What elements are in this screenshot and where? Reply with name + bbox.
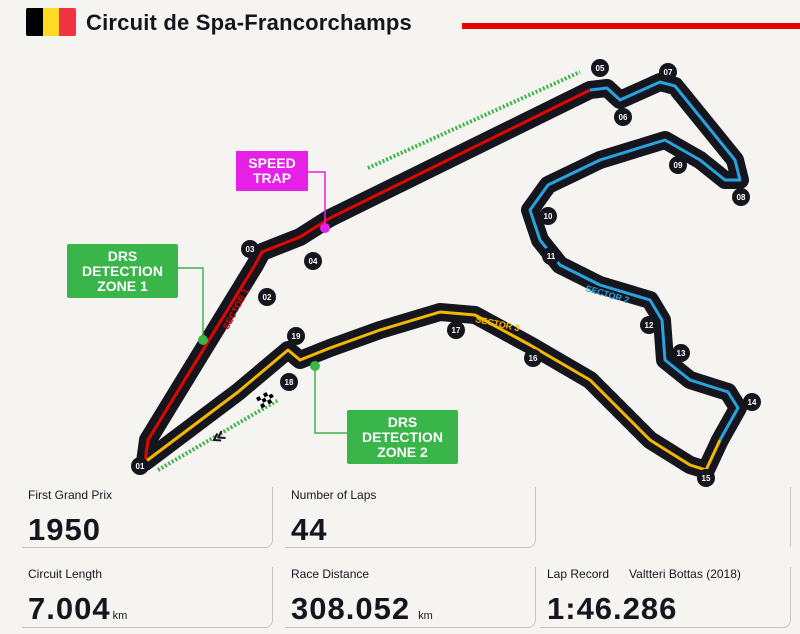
turn-marker-04: 04 bbox=[304, 252, 322, 270]
stat-frame-length bbox=[22, 567, 273, 628]
turn-number: 14 bbox=[748, 398, 757, 407]
speed-trap-point bbox=[320, 223, 330, 233]
turn-marker-14: 14 bbox=[743, 393, 761, 411]
turn-marker-10: 10 bbox=[539, 207, 557, 225]
drs-zone-1-callout: DRS DETECTION ZONE 1 bbox=[67, 244, 178, 298]
callout-leaders bbox=[178, 267, 347, 434]
stat-value: 44 bbox=[291, 512, 328, 547]
sector-3-line bbox=[144, 310, 722, 472]
turn-marker-05: 05 bbox=[591, 59, 609, 77]
turn-number: 17 bbox=[452, 326, 461, 335]
lap-record-holder: Valtteri Bottas (2018) bbox=[629, 567, 741, 581]
drs-detection-point-2 bbox=[310, 361, 320, 371]
turn-number: 13 bbox=[677, 349, 686, 358]
turn-number: 03 bbox=[246, 245, 255, 254]
stat-frame-laps bbox=[285, 487, 536, 548]
stat-unit: km bbox=[112, 610, 128, 622]
turn-number: 16 bbox=[529, 354, 538, 363]
stat-race-distance: Race Distance 308.052 km bbox=[291, 567, 433, 627]
stat-label: Race Distance bbox=[291, 567, 370, 581]
turn-number: 10 bbox=[544, 212, 553, 221]
turn-marker-08: 08 bbox=[732, 188, 750, 206]
turn-marker-13: 13 bbox=[672, 344, 690, 362]
stat-circuit-length: Circuit Length 7.004 km bbox=[28, 567, 127, 627]
stat-label: Circuit Length bbox=[28, 567, 103, 581]
drs-zone-main-straight bbox=[156, 398, 280, 472]
drs-zone-kemmel bbox=[367, 70, 581, 170]
speed-trap-leader bbox=[308, 171, 326, 226]
turn-number: 02 bbox=[263, 293, 272, 302]
turn-marker-09: 09 bbox=[669, 156, 687, 174]
turn-marker-15: 15 bbox=[697, 469, 715, 487]
turn-number: 07 bbox=[664, 68, 673, 77]
stat-first-grand-prix: First Grand Prix 1950 bbox=[28, 488, 112, 548]
turn-marker-01: 01 bbox=[131, 457, 149, 475]
drs-zone-1-text: DRS DETECTION ZONE 1 bbox=[82, 247, 163, 294]
flag-red-stripe bbox=[59, 8, 76, 36]
turn-marker-12: 12 bbox=[640, 316, 658, 334]
turn-marker-03: 03 bbox=[241, 240, 259, 258]
turn-number: 12 bbox=[645, 321, 654, 330]
stat-label: First Grand Prix bbox=[28, 488, 113, 502]
turn-number: 06 bbox=[619, 113, 628, 122]
stat-frame-lap-record bbox=[540, 567, 791, 628]
page-title: Circuit de Spa-Francorchamps bbox=[86, 10, 412, 35]
turn-number: 01 bbox=[136, 462, 145, 471]
turn-number: 18 bbox=[285, 378, 294, 387]
drs-zone-2-text: DRS DETECTION ZONE 2 bbox=[362, 413, 443, 460]
stat-frame-first-gp bbox=[22, 487, 273, 548]
turn-marker-06: 06 bbox=[614, 108, 632, 126]
turn-marker-17: 17 bbox=[447, 321, 465, 339]
drs-detection-point-1 bbox=[198, 335, 208, 345]
turn-marker-16: 16 bbox=[524, 349, 542, 367]
speed-trap-callout: SPEED TRAP bbox=[236, 151, 308, 191]
flag-black-stripe bbox=[26, 8, 43, 36]
circuit-map: SECTOR 1 SECTOR 2 SECTOR 3 0102030405060… bbox=[131, 59, 761, 487]
turn-marker-19: 19 bbox=[287, 327, 305, 345]
flag-yellow-stripe bbox=[42, 8, 60, 36]
turn-number: 05 bbox=[596, 64, 605, 73]
stat-value: 7.004 bbox=[28, 591, 111, 626]
turn-markers: 01 02 03 04 05 06 07 08 09 10 11 12 13 14 15 16 17 18 19 bbox=[131, 59, 761, 487]
turn-number: 15 bbox=[702, 474, 711, 483]
stat-frame-empty bbox=[540, 487, 791, 547]
turn-marker-02: 02 bbox=[258, 288, 276, 306]
sector-1-line bbox=[143, 88, 591, 463]
stat-value: 1:46.286 bbox=[547, 591, 678, 626]
turn-number: 19 bbox=[292, 332, 301, 341]
stat-value: 308.052 bbox=[291, 591, 411, 626]
stat-frame-distance bbox=[285, 567, 536, 628]
stat-unit: km bbox=[418, 610, 433, 622]
stat-label: Lap Record bbox=[547, 567, 610, 581]
stat-label: Number of Laps bbox=[291, 488, 377, 502]
belgium-flag bbox=[26, 8, 76, 36]
turn-marker-07: 07 bbox=[659, 63, 677, 81]
direction-chevron-icon bbox=[212, 430, 226, 442]
sector-2-line bbox=[528, 80, 742, 441]
turn-marker-11: 11 bbox=[542, 247, 560, 265]
checkered-flag-icon bbox=[256, 390, 276, 409]
turn-marker-18: 18 bbox=[280, 373, 298, 391]
turn-number: 04 bbox=[309, 257, 318, 266]
turn-number: 11 bbox=[547, 252, 556, 261]
stat-number-of-laps: Number of Laps 44 bbox=[291, 488, 376, 548]
turn-number: 09 bbox=[674, 161, 683, 170]
stat-lap-record: Lap Record Valtteri Bottas (2018) 1:46.28… bbox=[547, 567, 741, 627]
drs-zone-2-callout: DRS DETECTION ZONE 2 bbox=[347, 410, 458, 464]
speed-trap-text: SPEED TRAP bbox=[248, 155, 296, 186]
stat-value: 1950 bbox=[28, 512, 101, 547]
title-accent-bar bbox=[462, 23, 800, 29]
turn-number: 08 bbox=[737, 193, 746, 202]
